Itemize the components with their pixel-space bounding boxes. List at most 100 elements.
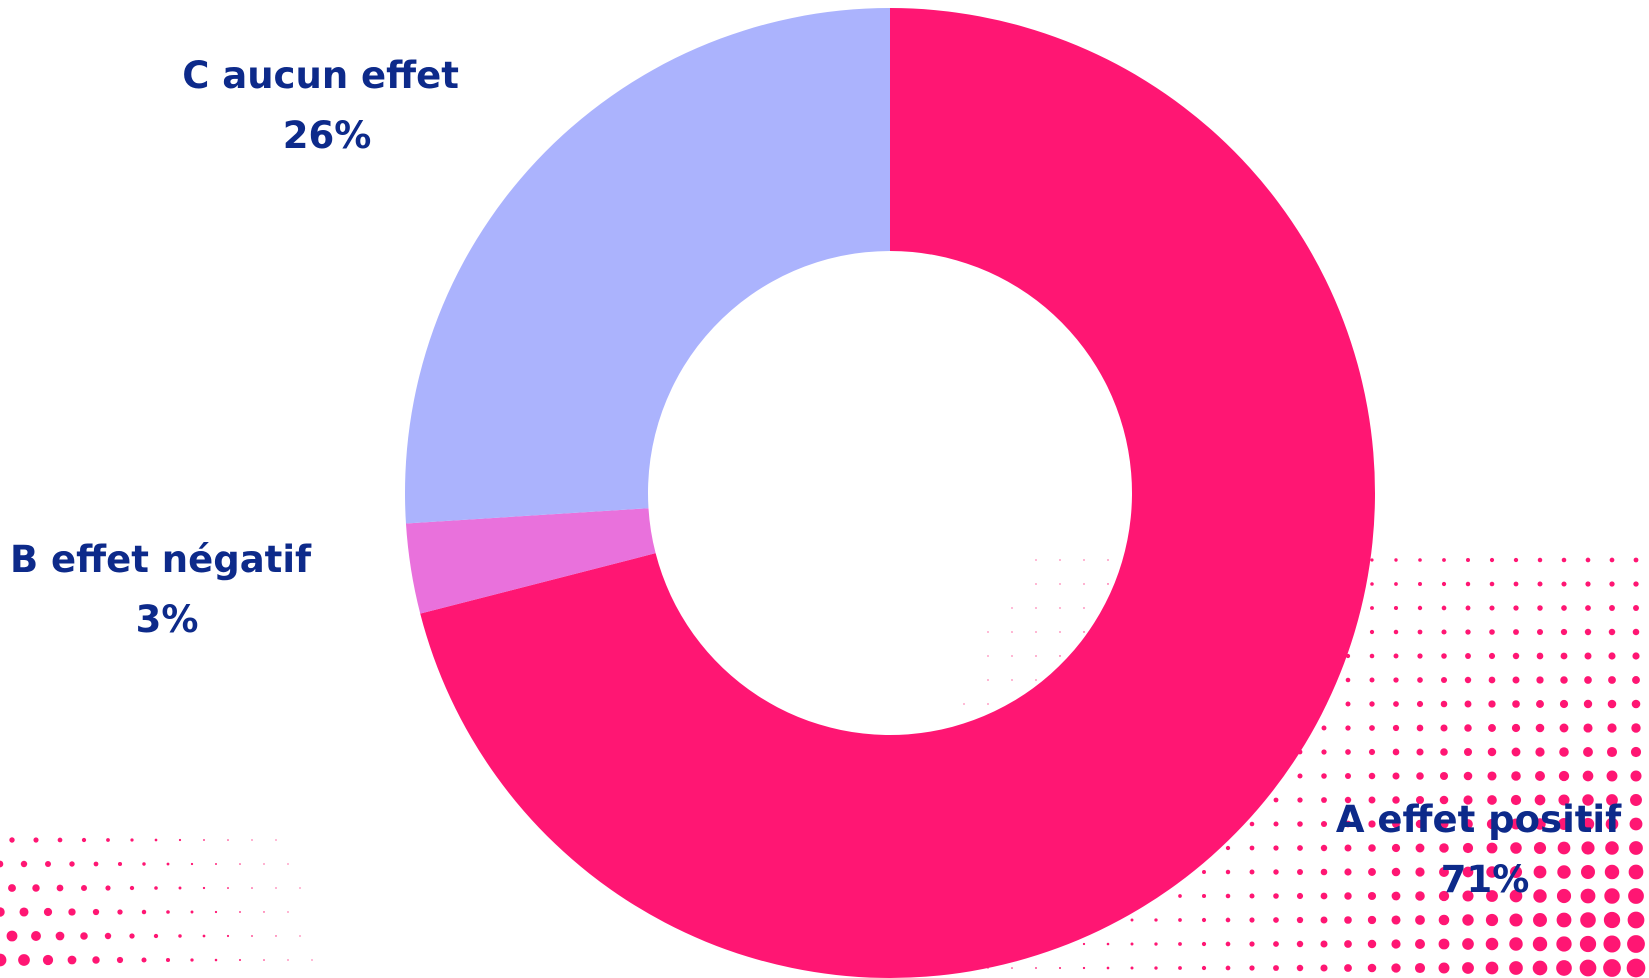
halftone-dot [1296, 940, 1304, 948]
halftone-dot [1393, 701, 1399, 707]
halftone-dot [1059, 583, 1061, 585]
halftone-dot [1463, 771, 1473, 781]
halftone-dot [1154, 942, 1158, 946]
halftone-dot [1345, 749, 1351, 755]
halftone-dot [202, 886, 206, 890]
halftone-dot [1296, 892, 1304, 900]
halftone-dot [1579, 935, 1597, 953]
halftone-dot [9, 837, 15, 843]
halftone-dot [1415, 939, 1425, 949]
halftone-dot [1487, 747, 1497, 757]
halftone-dot [1631, 699, 1641, 709]
halftone-dot [1345, 677, 1351, 683]
halftone-dot [1393, 653, 1399, 659]
halftone-dot [1511, 771, 1521, 781]
halftone-dot [1465, 581, 1471, 587]
halftone-dot [190, 862, 194, 866]
halftone-dot [190, 958, 194, 962]
halftone-dot [1368, 820, 1376, 828]
halftone-dot [963, 703, 965, 705]
halftone-dot [1370, 606, 1374, 610]
halftone-dot [1537, 581, 1543, 587]
halftone-dot [1035, 679, 1037, 681]
halftone-dot [1537, 557, 1543, 563]
halftone-dot [33, 837, 39, 843]
halftone-dot [1273, 845, 1279, 851]
halftone-dot [117, 861, 123, 867]
donut-slices [404, 8, 1375, 978]
halftone-dot [1178, 966, 1182, 970]
halftone-dot [1532, 960, 1548, 976]
halftone-dot [1201, 965, 1207, 971]
halftone-dot [1082, 942, 1086, 946]
halftone-dot [1630, 794, 1642, 806]
halftone-dot [1438, 938, 1450, 950]
halftone-dot [1580, 888, 1596, 904]
halftone-dot [1535, 771, 1545, 781]
halftone-dot [1463, 819, 1473, 829]
halftone-dot [1417, 605, 1423, 611]
halftone-dot [1585, 581, 1591, 587]
halftone-dot [1462, 890, 1474, 902]
halftone-dot [1485, 913, 1499, 927]
halftone-dot [1603, 959, 1621, 977]
halftone-dot [1297, 845, 1303, 851]
halftone-dot [1513, 629, 1519, 635]
halftone-dot [1558, 794, 1570, 806]
halftone-dot [1106, 966, 1110, 970]
halftone-dot [1558, 818, 1570, 830]
halftone-dot [1630, 770, 1642, 782]
halftone-dot [141, 909, 147, 915]
halftone-dot [1225, 917, 1231, 923]
halftone-dot [1609, 581, 1615, 587]
halftone-dot [1249, 821, 1255, 827]
halftone-dot [299, 935, 301, 937]
halftone-dot [1510, 794, 1522, 806]
halftone-dot [1393, 677, 1399, 683]
halftone-dot [1225, 941, 1231, 947]
halftone-dot [1441, 653, 1447, 659]
halftone-dot-decoration [0, 557, 1646, 978]
halftone-dot [1369, 725, 1375, 731]
halftone-dot [1485, 961, 1499, 975]
halftone-dot [203, 839, 205, 841]
halftone-dot [0, 907, 5, 917]
halftone-dot [1107, 583, 1109, 585]
halftone-dot [116, 956, 124, 964]
halftone-dot [1130, 942, 1134, 946]
halftone-dot [92, 956, 100, 964]
halftone-dot [1633, 605, 1639, 611]
halftone-dot [1536, 700, 1544, 708]
halftone-dot [1391, 891, 1401, 901]
halftone-dot [190, 910, 194, 914]
halftone-dot [1512, 676, 1520, 684]
halftone-dot [1415, 843, 1425, 853]
halftone-dot [1320, 940, 1328, 948]
halftone-dot [1608, 676, 1616, 684]
halftone-dot [1011, 679, 1013, 681]
halftone-dot [1011, 607, 1013, 609]
halftone-dot [1607, 723, 1617, 733]
halftone-dot [1225, 869, 1231, 875]
halftone-dot [68, 908, 76, 916]
halftone-dot [81, 837, 87, 843]
halftone-dot [104, 932, 112, 940]
halftone-dot [1606, 794, 1618, 806]
halftone-dot [1391, 915, 1401, 925]
halftone-dot [141, 957, 147, 963]
halftone-dot [81, 885, 87, 891]
halftone-dot [1485, 937, 1499, 951]
halftone-dot [1201, 917, 1207, 923]
halftone-dot [69, 861, 75, 867]
halftone-dot [1297, 773, 1303, 779]
halftone-dot [1583, 699, 1593, 709]
halftone-dot [8, 884, 16, 892]
halftone-dot [1583, 723, 1593, 733]
halftone-dot [1605, 841, 1619, 855]
halftone-dot [1557, 865, 1571, 879]
halftone-dot [1415, 891, 1425, 901]
halftone-dot [1393, 605, 1399, 611]
halftone-dot [1513, 557, 1519, 563]
halftone-dot [1559, 723, 1569, 733]
halftone-dot [1392, 724, 1400, 732]
